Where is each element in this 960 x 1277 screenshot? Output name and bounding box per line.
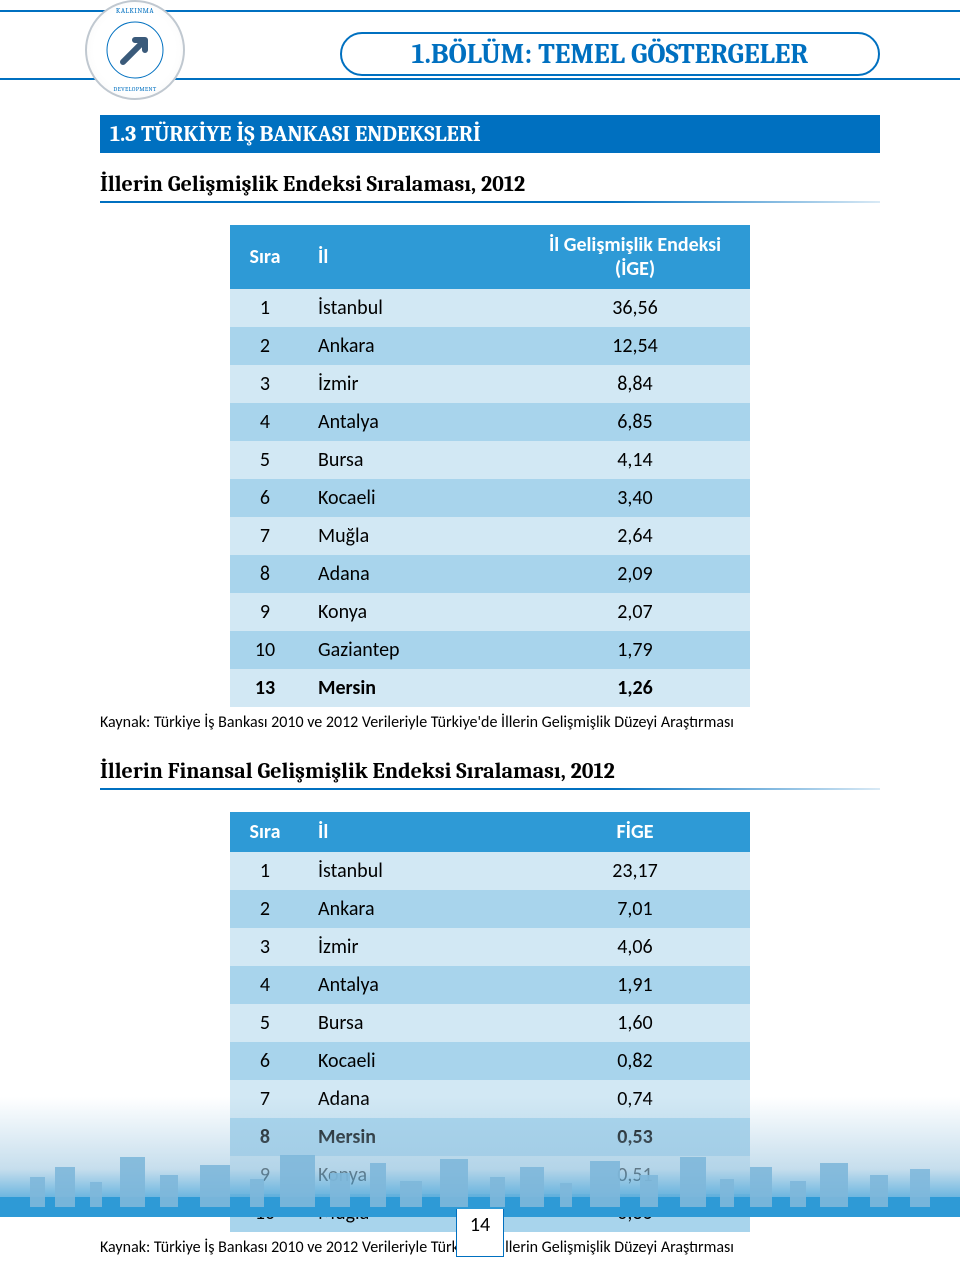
cell-il: Antalya bbox=[300, 966, 520, 1004]
cell-il: İstanbul bbox=[300, 852, 520, 890]
logo-text-bottom: DEVELOPMENT bbox=[87, 86, 183, 93]
col-header-sira: Sıra bbox=[230, 812, 300, 852]
table-row: 4Antalya1,91 bbox=[230, 966, 750, 1004]
cell-sira: 5 bbox=[230, 1004, 300, 1042]
cell-il: Kocaeli bbox=[300, 479, 520, 517]
cell-il: Antalya bbox=[300, 403, 520, 441]
cell-il: Muğla bbox=[300, 517, 520, 555]
cell-sira: 13 bbox=[230, 669, 300, 707]
cell-il: Gaziantep bbox=[300, 631, 520, 669]
table-row: 5Bursa4,14 bbox=[230, 441, 750, 479]
col-header-ige: İl Gelişmişlik Endeksi (İGE) bbox=[520, 225, 750, 289]
table-row: 1İstanbul23,17 bbox=[230, 852, 750, 890]
table-header-row: Sıra İl FİGE bbox=[230, 812, 750, 852]
heading-underline-2 bbox=[100, 788, 880, 790]
cell-il: Ankara bbox=[300, 327, 520, 365]
table-row: 13Mersin1,26 bbox=[230, 669, 750, 707]
cell-sira: 4 bbox=[230, 403, 300, 441]
cell-il: Bursa bbox=[300, 441, 520, 479]
cell-value: 1,91 bbox=[520, 966, 750, 1004]
col-header-fige: FİGE bbox=[520, 812, 750, 852]
ige-table: Sıra İl İl Gelişmişlik Endeksi (İGE) 1İs… bbox=[230, 225, 750, 707]
cell-il: Bursa bbox=[300, 1004, 520, 1042]
cell-value: 6,85 bbox=[520, 403, 750, 441]
table1-heading: İllerin Gelişmişlik Endeksi Sıralaması, … bbox=[100, 171, 880, 201]
cell-sira: 10 bbox=[230, 631, 300, 669]
table-row: 8Adana2,09 bbox=[230, 555, 750, 593]
cell-sira: 2 bbox=[230, 327, 300, 365]
table-header-row: Sıra İl İl Gelişmişlik Endeksi (İGE) bbox=[230, 225, 750, 289]
footer-skyline bbox=[0, 1097, 960, 1217]
cell-value: 8,84 bbox=[520, 365, 750, 403]
table-row: 2Ankara7,01 bbox=[230, 890, 750, 928]
cell-il: Ankara bbox=[300, 890, 520, 928]
page-number-box: 14 bbox=[456, 1209, 504, 1257]
cell-value: 2,09 bbox=[520, 555, 750, 593]
cell-value: 2,64 bbox=[520, 517, 750, 555]
table-row: 1İstanbul36,56 bbox=[230, 289, 750, 327]
cell-sira: 7 bbox=[230, 517, 300, 555]
cell-il: İzmir bbox=[300, 928, 520, 966]
cell-sira: 1 bbox=[230, 289, 300, 327]
cell-sira: 5 bbox=[230, 441, 300, 479]
cell-il: Konya bbox=[300, 593, 520, 631]
skyline-icon bbox=[0, 1137, 960, 1217]
table-row: 4Antalya6,85 bbox=[230, 403, 750, 441]
cell-il: Adana bbox=[300, 555, 520, 593]
page-number: 14 bbox=[470, 1213, 490, 1237]
table-row: 2Ankara12,54 bbox=[230, 327, 750, 365]
cell-value: 1,79 bbox=[520, 631, 750, 669]
logo-text-top: KALKINMA bbox=[87, 7, 183, 15]
cell-sira: 8 bbox=[230, 555, 300, 593]
cell-value: 1,26 bbox=[520, 669, 750, 707]
cell-value: 2,07 bbox=[520, 593, 750, 631]
cell-value: 7,01 bbox=[520, 890, 750, 928]
agency-logo: KALKINMA DEVELOPMENT bbox=[85, 0, 185, 100]
table-row: 3İzmir8,84 bbox=[230, 365, 750, 403]
cell-value: 1,60 bbox=[520, 1004, 750, 1042]
table-row: 5Bursa1,60 bbox=[230, 1004, 750, 1042]
section-heading: 1.3 TÜRKİYE İŞ BANKASI ENDEKSLERİ bbox=[100, 115, 880, 153]
table-row: 7Muğla2,64 bbox=[230, 517, 750, 555]
cell-sira: 3 bbox=[230, 365, 300, 403]
table-row: 6Kocaeli0,82 bbox=[230, 1042, 750, 1080]
chapter-title-pill: 1.BÖLÜM: TEMEL GÖSTERGELER bbox=[340, 32, 880, 76]
cell-sira: 4 bbox=[230, 966, 300, 1004]
cell-sira: 3 bbox=[230, 928, 300, 966]
cell-value: 12,54 bbox=[520, 327, 750, 365]
col-header-il: İl bbox=[300, 225, 520, 289]
cell-sira: 2 bbox=[230, 890, 300, 928]
cell-sira: 6 bbox=[230, 1042, 300, 1080]
table1-source: Kaynak: Türkiye İş Bankası 2010 ve 2012 … bbox=[100, 713, 880, 732]
cell-sira: 1 bbox=[230, 852, 300, 890]
cell-value: 4,14 bbox=[520, 441, 750, 479]
cell-il: İstanbul bbox=[300, 289, 520, 327]
cell-value: 23,17 bbox=[520, 852, 750, 890]
cell-sira: 6 bbox=[230, 479, 300, 517]
cell-value: 4,06 bbox=[520, 928, 750, 966]
col-header-sira: Sıra bbox=[230, 225, 300, 289]
cell-il: Kocaeli bbox=[300, 1042, 520, 1080]
cell-il: Mersin bbox=[300, 669, 520, 707]
cell-sira: 9 bbox=[230, 593, 300, 631]
cell-value: 36,56 bbox=[520, 289, 750, 327]
cell-il: İzmir bbox=[300, 365, 520, 403]
table-row: 3İzmir4,06 bbox=[230, 928, 750, 966]
cell-value: 3,40 bbox=[520, 479, 750, 517]
table-row: 9Konya2,07 bbox=[230, 593, 750, 631]
cell-value: 0,82 bbox=[520, 1042, 750, 1080]
table2-heading: İllerin Finansal Gelişmişlik Endeksi Sır… bbox=[100, 758, 880, 788]
arrow-icon bbox=[105, 20, 165, 80]
table-row: 6Kocaeli3,40 bbox=[230, 479, 750, 517]
heading-underline-1 bbox=[100, 201, 880, 203]
col-header-il: İl bbox=[300, 812, 520, 852]
table-row: 10Gaziantep1,79 bbox=[230, 631, 750, 669]
chapter-title: 1.BÖLÜM: TEMEL GÖSTERGELER bbox=[412, 38, 809, 70]
